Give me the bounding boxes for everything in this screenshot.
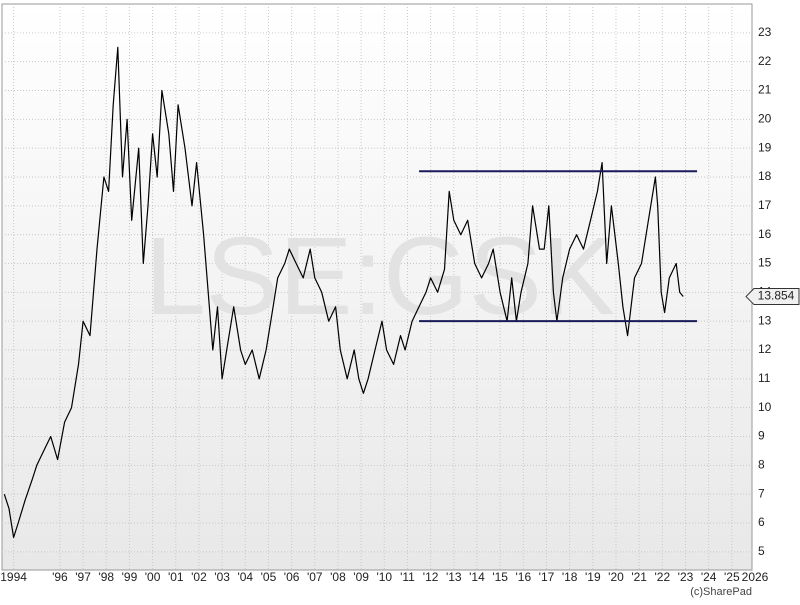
x-tick-label: 2026: [742, 570, 769, 584]
x-tick-label: '05: [261, 570, 277, 584]
x-tick-label: 1994: [0, 570, 27, 584]
y-tick-label: 11: [758, 371, 771, 385]
y-tick-label: 22: [758, 54, 772, 68]
x-tick-label: '98: [98, 570, 114, 584]
x-tick-label: '24: [701, 570, 717, 584]
x-tick-label: '16: [515, 570, 531, 584]
y-tick-label: 21: [758, 83, 772, 97]
plot: [3, 46, 698, 538]
y-tick-label: 9: [758, 429, 765, 443]
x-tick-label: '07: [307, 570, 323, 584]
x-tick-label: '00: [145, 570, 161, 584]
price-line: [3, 46, 684, 538]
y-tick-label: 8: [758, 458, 765, 472]
y-tick-label: 23: [758, 25, 772, 39]
x-tick-label: '01: [168, 570, 184, 584]
x-tick-label: '09: [353, 570, 369, 584]
x-tick-label: '13: [446, 570, 462, 584]
credit: (c)SharePad: [690, 586, 752, 598]
y-tick-label: 6: [758, 515, 765, 529]
x-tick-label: '22: [655, 570, 671, 584]
plot-area: [1, 3, 753, 571]
x-tick-label: '14: [469, 570, 485, 584]
y-tick-label: 7: [758, 486, 765, 500]
x-tick-label: '12: [423, 570, 439, 584]
y-tick-label: 20: [758, 112, 772, 126]
x-tick-label: '02: [191, 570, 207, 584]
x-tick-label: '18: [562, 570, 578, 584]
watermark: LSE:GSK: [145, 215, 616, 338]
x-tick-label: '06: [284, 570, 300, 584]
y-tick-label: 10: [758, 400, 772, 414]
y-tick-label: 15: [758, 256, 772, 270]
price-tag: [745, 288, 800, 306]
x-tick-label: '03: [214, 570, 230, 584]
y-tick-label: 16: [758, 227, 772, 241]
y-tick-label: 18: [758, 169, 772, 183]
x-tick-label: '96: [52, 570, 68, 584]
price-tag-label: 13.854: [758, 289, 795, 303]
y-tick-label: 5: [758, 544, 765, 558]
y-tick-label: 13: [758, 313, 772, 327]
x-tick-label: '99: [122, 570, 138, 584]
y-tick-label: 19: [758, 140, 772, 154]
x-tick-label: '23: [678, 570, 694, 584]
x-tick-label: '08: [330, 570, 346, 584]
x-tick-label: '11: [400, 570, 415, 584]
x-tick-label: '15: [492, 570, 508, 584]
x-tick-label: '97: [75, 570, 91, 584]
x-tick-label: '19: [585, 570, 601, 584]
y-tick-label: 12: [758, 342, 772, 356]
x-tick-label: '17: [539, 570, 555, 584]
y-tick-label: 17: [758, 198, 772, 212]
x-tick-label: '04: [237, 570, 253, 584]
x-tick-label: '25: [724, 570, 740, 584]
x-tick-label: '21: [631, 570, 647, 584]
x-tick-label: '20: [608, 570, 624, 584]
x-tick-label: '10: [376, 570, 392, 584]
